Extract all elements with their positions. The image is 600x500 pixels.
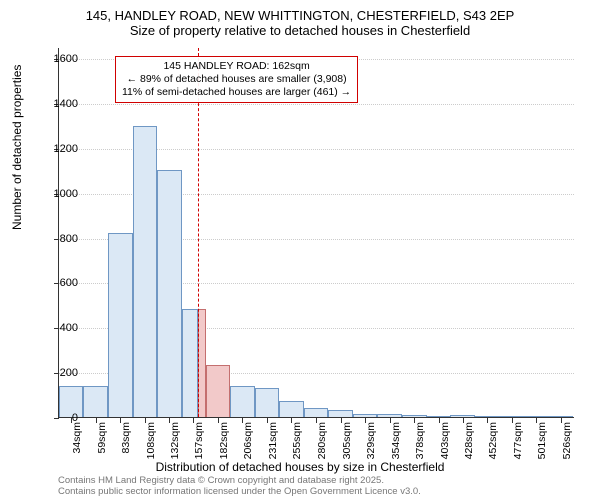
- histogram-bar: [83, 386, 108, 417]
- histogram-bar: [328, 410, 353, 417]
- footer-line-2: Contains public sector information licen…: [58, 487, 421, 498]
- y-tick-label: 1000: [42, 188, 78, 200]
- histogram-bar: [549, 416, 573, 417]
- y-tick-label: 1200: [42, 143, 78, 155]
- histogram-bar: [353, 414, 377, 417]
- histogram-bar: [450, 415, 475, 417]
- histogram-bar: [230, 386, 255, 417]
- histogram-bar: [279, 401, 304, 417]
- histogram-bar: [427, 416, 451, 417]
- histogram-bar: [157, 170, 182, 417]
- plot-area: 34sqm59sqm83sqm108sqm132sqm157sqm182sqm2…: [58, 48, 574, 418]
- histogram-bar: [475, 416, 500, 417]
- y-tick-label: 1400: [42, 98, 78, 110]
- y-tick-label: 200: [42, 367, 78, 379]
- histogram-bar-highlight: [206, 365, 230, 417]
- chart-area: 34sqm59sqm83sqm108sqm132sqm157sqm182sqm2…: [58, 48, 574, 418]
- annot-line: 145 HANDLEY ROAD: 162sqm: [122, 60, 351, 73]
- annot-line: 11% of semi-detached houses are larger (…: [122, 86, 351, 99]
- histogram-bar: [500, 416, 524, 417]
- histogram-bar-highlight: [198, 309, 206, 417]
- y-axis-label: Number of detached properties: [10, 65, 24, 230]
- chart-titles: 145, HANDLEY ROAD, NEW WHITTINGTON, CHES…: [0, 0, 600, 38]
- histogram-bar: [133, 126, 157, 418]
- histogram-bar: [304, 408, 328, 417]
- histogram-bar: [182, 309, 199, 417]
- y-tick-label: 400: [42, 322, 78, 334]
- gridline-h: [59, 104, 574, 105]
- annotation-box: 145 HANDLEY ROAD: 162sqm← 89% of detache…: [115, 56, 358, 103]
- y-tick-label: 1600: [42, 53, 78, 65]
- histogram-bar: [377, 414, 402, 417]
- histogram-bar: [255, 388, 279, 417]
- x-axis-label: Distribution of detached houses by size …: [0, 460, 600, 474]
- title-line-1: 145, HANDLEY ROAD, NEW WHITTINGTON, CHES…: [0, 8, 600, 23]
- footer-attrib: Contains HM Land Registry data © Crown c…: [58, 476, 421, 498]
- y-tick-label: 0: [42, 412, 78, 424]
- histogram-bar: [402, 415, 427, 417]
- y-tick-label: 600: [42, 277, 78, 289]
- histogram-bar: [108, 233, 133, 417]
- title-line-2: Size of property relative to detached ho…: [0, 23, 600, 38]
- histogram-bar: [524, 416, 549, 417]
- y-tick-label: 800: [42, 233, 78, 245]
- annot-line: ← 89% of detached houses are smaller (3,…: [122, 73, 351, 86]
